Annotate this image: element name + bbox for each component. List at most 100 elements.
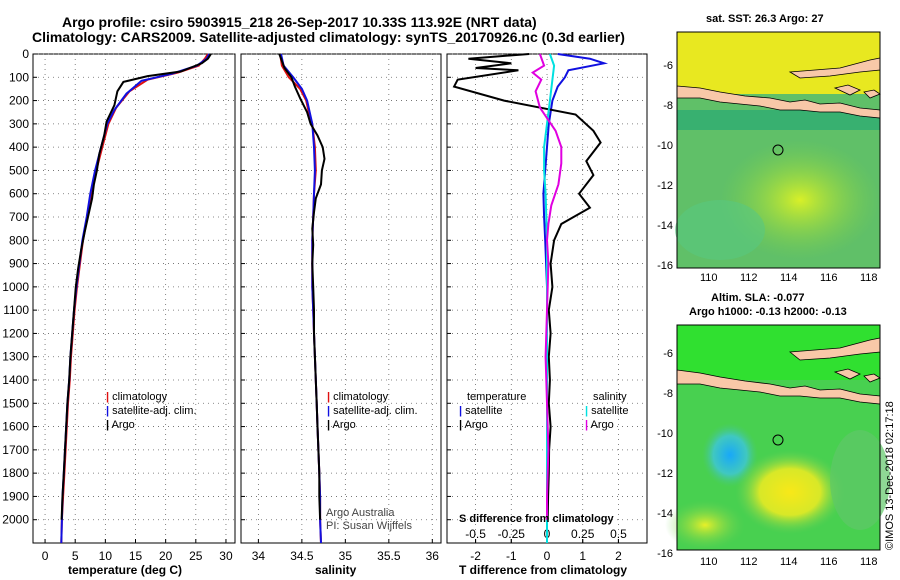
legend-satellite: | satellite-adj. clim. [106,405,197,417]
footer-credit: ©IMOS 13-Dec-2018 02:17:18 [884,401,896,550]
salinity-xlabel: salinity [315,563,357,577]
depth-tick-label: 900 [9,257,29,271]
diff-xtick-label: 0 [544,549,551,563]
map1-cool-band [677,110,880,130]
map1-warm-band [677,32,880,94]
depth-tick-label: 1200 [2,326,29,340]
legend-climatology: | climatology [106,391,168,403]
diff-xtick-label: -2 [470,549,481,563]
map1-xticks-tick-label: 116 [820,272,838,284]
diff-s-xtick-label: 0.5 [610,527,627,541]
temp-xtick-label: 10 [99,549,113,563]
sal-xtick-label: 36 [426,549,440,563]
map2-yticks-tick-label: -14 [657,508,673,520]
depth-tick-label: 1800 [2,466,29,480]
depth-tick-label: 0 [22,47,29,61]
depth-tick-label: 1700 [2,443,29,457]
map2-yticks-tick-label: -12 [657,468,673,480]
diff-xtick-label: 2 [615,549,622,563]
credit-line-2: PI: Susan Wijffels [326,520,412,532]
depth-tick-label: 1600 [2,420,29,434]
sal-xtick-label: 34.5 [290,549,314,563]
title-line-2: Climatology: CARS2009. Satellite-adjuste… [32,29,625,45]
depth-tick-label: 100 [9,70,29,84]
diff-xtick-label: -1 [506,549,517,563]
map1-yticks-tick-label: -16 [657,260,673,272]
map2-title-1: Altim. SLA: -0.077 [711,292,805,304]
diff-xtick-label: 1 [579,549,586,563]
map2-xticks-tick-label: 110 [700,556,718,568]
sal-xtick-label: 34 [252,549,266,563]
map2-high-anomaly-2 [665,500,745,550]
temp-xtick-label: 30 [219,549,233,563]
depth-tick-label: 1300 [2,350,29,364]
map1-yticks-tick-label: -6 [663,60,673,72]
temp-series-argo [60,53,212,520]
diff-s-xtick-label: -0.25 [498,527,526,541]
legend-sal-argo: | Argo [585,419,614,431]
map1-yticks-tick-label: -8 [663,100,673,112]
depth-tick-label: 500 [9,163,29,177]
map1-patch-2 [675,200,765,260]
credit-line-1: Argo Australia [326,507,395,519]
temp-xtick-label: 5 [72,549,79,563]
legend-temp-argo: | Argo [459,419,488,431]
title-line-1: Argo profile: csiro 5903915_218 26-Sep-2… [62,14,537,30]
temp-xtick-label: 25 [189,549,203,563]
sal-xtick-label: 35 [339,549,353,563]
map1-yticks-tick-label: -12 [657,180,673,192]
s-difference-axis-label: S difference from climatology [459,513,614,525]
sal-series-argo [278,53,326,520]
diff-series-temperature-argo [452,53,602,520]
depth-tick-label: 1100 [3,303,29,317]
map2-high-anomaly [735,450,845,534]
depth-tick-label: 2000 [2,513,29,527]
temp-xtick-label: 0 [42,549,49,563]
map1-xticks-tick-label: 114 [780,272,798,284]
map2-frame [676,324,881,551]
map2-patch [830,430,890,530]
difference-xlabel: T difference from climatology [459,563,628,577]
depth-tick-label: 200 [9,94,29,108]
map1-argo-position [772,144,784,156]
map2-xticks-tick-label: 112 [740,556,758,568]
map2-yticks-tick-label: -8 [663,388,673,400]
map2-xticks-tick-label: 114 [780,556,798,568]
map1-xticks-tick-label: 112 [740,272,758,284]
map2-argo-position [772,434,784,446]
depth-tick-label: 1500 [2,396,29,410]
legend-sal-heading: salinity [593,391,627,403]
map2-xticks-tick-label: 116 [820,556,838,568]
legend-temp-heading: temperature [467,391,527,403]
map1-xticks-tick-label: 110 [700,272,718,284]
legend-sal-satellite: | satellite [585,405,629,417]
map1-xticks-tick-label: 118 [860,272,878,284]
depth-tick-label: 400 [9,140,29,154]
legend-argo-s: | Argo [327,419,356,431]
depth-tick-label: 300 [9,117,29,131]
legend-argo: | Argo [106,419,135,431]
temperature-xlabel: temperature (deg C) [68,563,183,577]
map2-xticks-tick-label: 118 [860,556,878,568]
map1-frame [676,31,881,269]
map1-title: sat. SST: 26.3 Argo: 27 [706,13,824,25]
map2-yticks-tick-label: -16 [657,548,673,560]
depth-tick-label: 800 [9,233,29,247]
legend-climatology-s: | climatology [327,391,389,403]
sal-xtick-label: 35.5 [377,549,401,563]
diff-s-xtick-label: -0.5 [465,527,486,541]
diff-s-xtick-label: 0.25 [571,527,595,541]
depth-tick-label: 1000 [2,280,29,294]
map2-title-2: Argo h1000: -0.13 h2000: -0.13 [689,306,847,318]
map2-yticks-tick-label: -6 [663,348,673,360]
depth-tick-label: 1900 [2,489,29,503]
legend-temp-satellite: | satellite [459,405,503,417]
map1-yticks-tick-label: -10 [657,140,673,152]
temp-xtick-label: 20 [159,549,173,563]
depth-tick-label: 600 [9,187,29,201]
temp-xtick-label: 15 [129,549,143,563]
legend-satellite-s: | satellite-adj. clim. [327,405,418,417]
depth-tick-label: 1400 [2,373,29,387]
